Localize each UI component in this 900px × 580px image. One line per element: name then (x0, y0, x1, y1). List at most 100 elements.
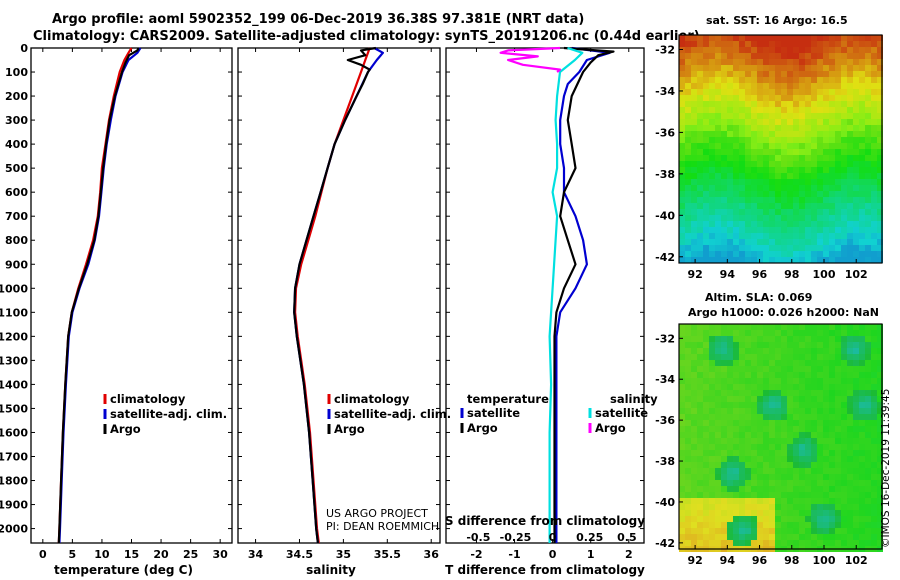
sst-map-cell (739, 251, 745, 257)
sst-map-cell (859, 77, 865, 83)
sla-map-cell (853, 342, 859, 348)
sst-map-cell (865, 77, 871, 83)
sst-map-cell (715, 77, 721, 83)
sst-map-cell (847, 101, 853, 107)
sst-map-cell (853, 173, 859, 179)
sst-map-cell (697, 257, 703, 263)
sla-map-cell (685, 396, 691, 402)
sla-map-cell (793, 444, 799, 450)
sst-map-cell (787, 131, 793, 137)
sst-map-cell (805, 71, 811, 77)
sst-map-cell (841, 233, 847, 239)
sst-map-cell (853, 41, 859, 47)
sst-map-cell (817, 257, 823, 263)
sst-map-cell (799, 221, 805, 227)
sst-map-cell (739, 131, 745, 137)
sla-map-cell (865, 486, 871, 492)
sla-map-cell (805, 438, 811, 444)
sst-map-cell (697, 233, 703, 239)
sst-map-cell (853, 101, 859, 107)
sst-map-cell (709, 203, 715, 209)
sst-map-cell (709, 245, 715, 251)
sst-map-cell (757, 131, 763, 137)
sla-map-cell (757, 498, 763, 504)
sla-map-cell (703, 498, 709, 504)
sla-map-cell (835, 522, 841, 528)
lon-tick-label: 100 (813, 554, 836, 567)
sst-map-cell (817, 161, 823, 167)
sla-map-cell (823, 474, 829, 480)
sla-map-cell (745, 420, 751, 426)
sst-map-cell (775, 41, 781, 47)
sla-map-cell (763, 462, 769, 468)
sla-map-cell (697, 456, 703, 462)
sst-map-cell (787, 77, 793, 83)
sla-map-cell (769, 498, 775, 504)
sla-map-cell (793, 390, 799, 396)
sla-map-cell (775, 504, 781, 510)
sla-map-cell (709, 408, 715, 414)
sst-map-cell (733, 47, 739, 53)
sst-map-cell (877, 203, 883, 209)
sst-map-cell (871, 143, 877, 149)
sst-map-cell (847, 143, 853, 149)
sla-map-frame (678, 323, 883, 550)
sst-map-cell (733, 107, 739, 113)
sla-map-cell (805, 354, 811, 360)
sst-map-cell (727, 215, 733, 221)
sla-map-cell (829, 510, 835, 516)
sst-map-cell (847, 113, 853, 119)
sla-map-cell (769, 420, 775, 426)
sst-map-cell (727, 65, 733, 71)
sst-map-cell (811, 197, 817, 203)
sla-map-cell (757, 414, 763, 420)
sst-map-cell (877, 113, 883, 119)
sst-map-cell (793, 143, 799, 149)
sla-map-cell (859, 528, 865, 534)
sst-map-cell (763, 41, 769, 47)
sla-map-cell (769, 432, 775, 438)
sla-map-cell (847, 402, 853, 408)
sst-map-cell (727, 179, 733, 185)
sst-map-cell (859, 251, 865, 257)
sla-map-cell (823, 366, 829, 372)
sla-map-cell (763, 522, 769, 528)
sst-map-cell (835, 203, 841, 209)
sst-map-cell (871, 71, 877, 77)
sst-map-cell (823, 227, 829, 233)
sla-map-cell (811, 528, 817, 534)
sst-map-cell (799, 161, 805, 167)
sst-map-cell (805, 125, 811, 131)
sst-map-cell (799, 185, 805, 191)
sst-map-cell (685, 131, 691, 137)
sst-map-cell (763, 131, 769, 137)
sla-map-cell (877, 414, 883, 420)
sla-map-cell (763, 366, 769, 372)
sst-map-cell (763, 203, 769, 209)
sla-map-cell (721, 486, 727, 492)
series-line-argo (293, 46, 377, 544)
sla-map-cell (871, 324, 877, 330)
sst-map-cell (703, 221, 709, 227)
sla-map-cell (793, 534, 799, 540)
sst-map-cell (751, 185, 757, 191)
sla-map-cell (739, 366, 745, 372)
sst-map-cell (877, 209, 883, 215)
sst-map-cell (859, 89, 865, 95)
sla-map-cell (787, 378, 793, 384)
sst-map-cell (787, 89, 793, 95)
sst-map-cell (745, 215, 751, 221)
sla-map-cell (727, 360, 733, 366)
sla-map-cell (733, 378, 739, 384)
sst-map-cell (715, 41, 721, 47)
sst-map-cell (829, 197, 835, 203)
sla-map-cell (847, 462, 853, 468)
sla-map-cell (781, 468, 787, 474)
sla-map-cell (691, 534, 697, 540)
sst-map-cell (811, 83, 817, 89)
sst-map-cell (739, 257, 745, 263)
sla-map-cell (781, 540, 787, 546)
sst-map-cell (685, 221, 691, 227)
sla-map-cell (697, 384, 703, 390)
sla-map-cell (727, 426, 733, 432)
